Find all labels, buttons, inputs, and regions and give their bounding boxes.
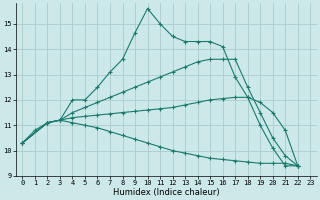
- X-axis label: Humidex (Indice chaleur): Humidex (Indice chaleur): [113, 188, 220, 197]
